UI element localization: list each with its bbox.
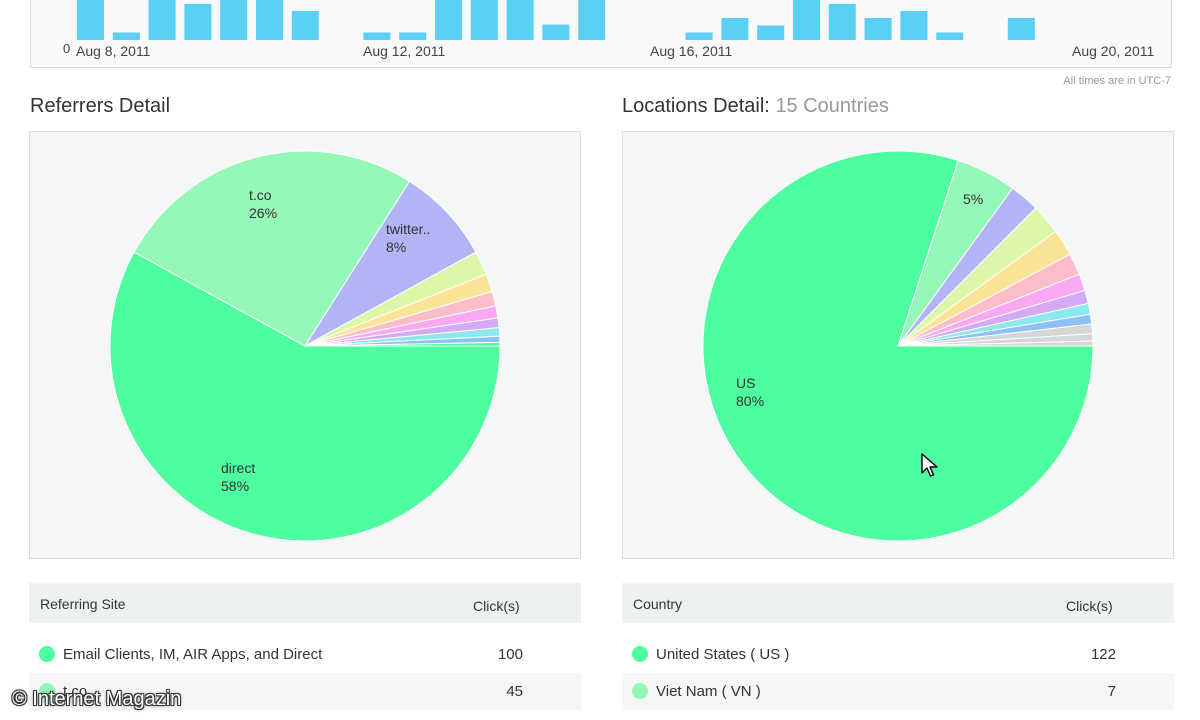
color-swatch	[632, 683, 648, 699]
click-count: 100	[497, 646, 523, 663]
click-count: 45	[506, 683, 523, 700]
bar-26[interactable]	[1007, 18, 1035, 40]
x-tick-label: Aug 12, 2011	[363, 43, 446, 59]
pie-slice-2[interactable]	[304, 180, 477, 347]
referrers-table-header: Referring Site Click(s)	[29, 583, 581, 623]
pie-slice-0[interactable]	[109, 251, 501, 542]
referrer-name: t.co	[63, 683, 88, 700]
color-swatch	[632, 646, 648, 662]
color-swatch	[39, 646, 55, 662]
pie-label-pct: 58%	[221, 478, 250, 494]
bar-2[interactable]	[148, 0, 176, 40]
locations-title: Locations Detail: 15 Countries	[622, 95, 889, 118]
bar-14[interactable]	[578, 0, 606, 40]
pie-label-us: US 80%	[736, 374, 764, 410]
locations-pie-chart	[702, 150, 1094, 542]
color-swatch	[39, 683, 55, 699]
bar-1[interactable]	[112, 32, 140, 40]
pie-label-vn: 5%	[963, 190, 983, 208]
bar-9[interactable]	[399, 32, 427, 40]
watermark: © Internet Magazin	[12, 688, 182, 710]
country-name: Viet Nam ( VN )	[656, 683, 761, 700]
pie-label-pct: 80%	[736, 393, 765, 409]
pie-label-pct: 26%	[249, 205, 278, 221]
bar-5[interactable]	[256, 0, 283, 40]
bar-22[interactable]	[864, 18, 892, 40]
pie-label-name: t.co	[249, 187, 272, 203]
countries-count: 15 Countries	[775, 95, 889, 117]
table-row[interactable]: Viet Nam ( VN ) 7	[622, 673, 1174, 710]
click-count: 7	[1107, 683, 1116, 700]
bar-17[interactable]	[685, 32, 713, 40]
x-tick-label: Aug 8, 2011	[76, 43, 151, 59]
pie-slice-1[interactable]	[133, 150, 411, 347]
pie-label-pct: 8%	[386, 239, 407, 255]
x-tick-label: Aug 16, 2011	[650, 43, 733, 59]
bar-6[interactable]	[291, 10, 319, 41]
locations-table-header: Country Click(s)	[622, 583, 1174, 623]
country-name: United States ( US )	[656, 646, 790, 663]
referrers-title: Referrers Detail	[30, 95, 171, 117]
pie-label-name: US	[736, 375, 756, 391]
bar-20[interactable]	[793, 0, 820, 40]
table-row[interactable]: t.co 45	[29, 673, 581, 710]
bar-4[interactable]	[220, 0, 248, 40]
clicks-bar-chart: 0 Aug 8, 2011 Aug 12, 2011 Aug 16, 2011 …	[30, 0, 1172, 68]
bar-chart-svg	[77, 0, 1035, 41]
referrers-pie-chart	[109, 150, 501, 542]
pie-label-direct: direct 58%	[221, 459, 255, 495]
bar-21[interactable]	[828, 3, 856, 41]
bar-10[interactable]	[435, 0, 462, 40]
pie-label-name: twitter..	[386, 221, 431, 237]
bar-19[interactable]	[757, 25, 785, 40]
bar-18[interactable]	[721, 18, 749, 40]
locations-title-text: Locations Detail:	[622, 95, 770, 117]
pie-label-twitter: twitter.. 8%	[386, 220, 430, 256]
table-row[interactable]: United States ( US ) 122	[622, 636, 1174, 673]
bar-12[interactable]	[506, 0, 534, 40]
x-tick-label: Aug 20, 2011	[1072, 43, 1155, 59]
bar-24[interactable]	[936, 32, 964, 40]
col-clicks[interactable]: Click(s)	[1066, 598, 1113, 614]
bar-0[interactable]	[77, 0, 104, 40]
pie-label-name: direct	[221, 460, 256, 476]
click-count: 122	[1090, 646, 1116, 663]
bar-8[interactable]	[363, 32, 391, 40]
bar-3[interactable]	[184, 3, 212, 41]
col-country[interactable]: Country	[633, 596, 683, 612]
referrer-name: Email Clients, IM, AIR Apps, and Direct	[63, 646, 323, 663]
locations-pie-panel: 5% US 80%	[622, 131, 1174, 559]
timezone-note: All times are in UTC-7	[1063, 75, 1171, 87]
pie-label-pct: 5%	[963, 191, 984, 207]
col-referring-site[interactable]: Referring Site	[40, 596, 126, 612]
y-axis-zero-label: 0	[63, 41, 71, 56]
pie-slice-12[interactable]	[897, 340, 1094, 347]
col-clicks[interactable]: Click(s)	[473, 598, 520, 614]
referrers-pie-panel: t.co 26% twitter.. 8% direct 58%	[29, 131, 581, 559]
bar-23[interactable]	[900, 10, 928, 41]
bar-11[interactable]	[470, 0, 498, 40]
pie-slice-10[interactable]	[304, 341, 501, 347]
pie-label-tco: t.co 26%	[249, 186, 277, 222]
bar-13[interactable]	[542, 24, 570, 40]
mouse-cursor-icon	[921, 453, 938, 477]
table-row[interactable]: Email Clients, IM, AIR Apps, and Direct …	[29, 636, 581, 673]
